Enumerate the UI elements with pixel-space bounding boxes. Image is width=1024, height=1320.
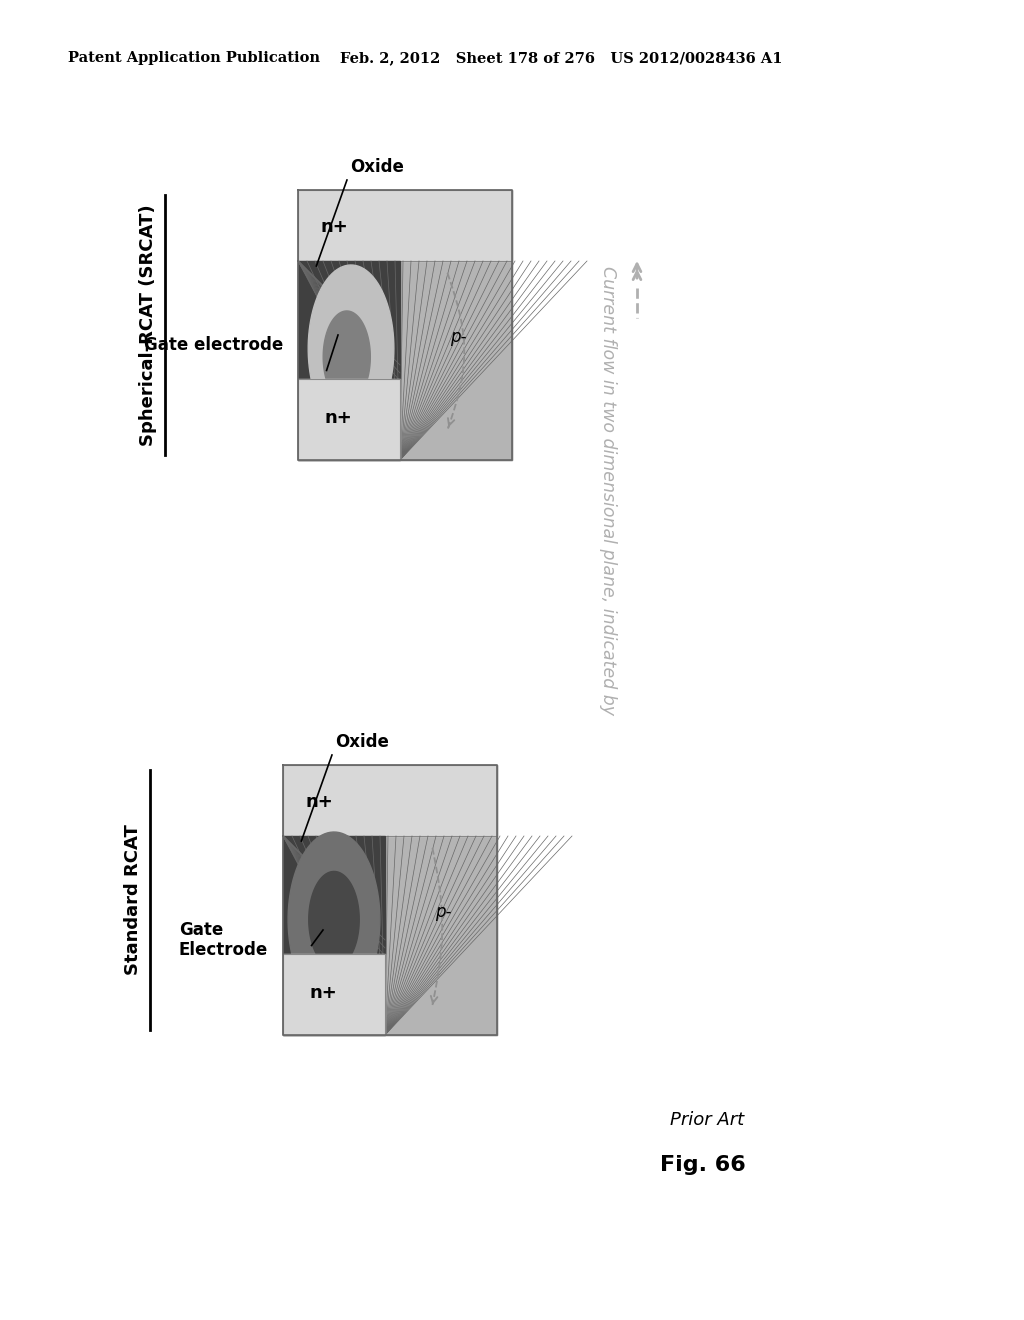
- Polygon shape: [298, 379, 400, 459]
- Polygon shape: [298, 261, 400, 459]
- Polygon shape: [288, 832, 380, 1007]
- Polygon shape: [283, 954, 385, 1035]
- Text: Gate electrode: Gate electrode: [143, 337, 283, 354]
- Polygon shape: [298, 190, 512, 261]
- Text: p-: p-: [435, 903, 452, 920]
- Text: Oxide: Oxide: [335, 733, 389, 751]
- Polygon shape: [283, 766, 497, 1035]
- Polygon shape: [283, 766, 497, 836]
- Text: p-: p-: [451, 327, 467, 346]
- Polygon shape: [308, 265, 394, 432]
- Text: Current flow in two dimensional plane, indicated by: Current flow in two dimensional plane, i…: [599, 265, 617, 714]
- Polygon shape: [283, 836, 385, 1035]
- Text: Prior Art: Prior Art: [670, 1111, 744, 1129]
- Polygon shape: [324, 312, 371, 403]
- Text: n+: n+: [325, 409, 352, 426]
- Text: Feb. 2, 2012   Sheet 178 of 276   US 2012/0028436 A1: Feb. 2, 2012 Sheet 178 of 276 US 2012/00…: [340, 51, 782, 65]
- Text: Standard RCAT: Standard RCAT: [124, 825, 142, 975]
- Polygon shape: [309, 871, 359, 968]
- Text: n+: n+: [321, 218, 348, 236]
- Text: n+: n+: [306, 793, 334, 810]
- Text: Gate
Electrode: Gate Electrode: [179, 920, 268, 960]
- Text: Spherical-RCAT (SRCAT): Spherical-RCAT (SRCAT): [139, 205, 157, 446]
- Text: n+: n+: [310, 983, 338, 1002]
- Polygon shape: [298, 190, 512, 459]
- Text: Oxide: Oxide: [350, 158, 403, 176]
- Text: Fig. 66: Fig. 66: [660, 1155, 745, 1175]
- Text: Patent Application Publication: Patent Application Publication: [68, 51, 319, 65]
